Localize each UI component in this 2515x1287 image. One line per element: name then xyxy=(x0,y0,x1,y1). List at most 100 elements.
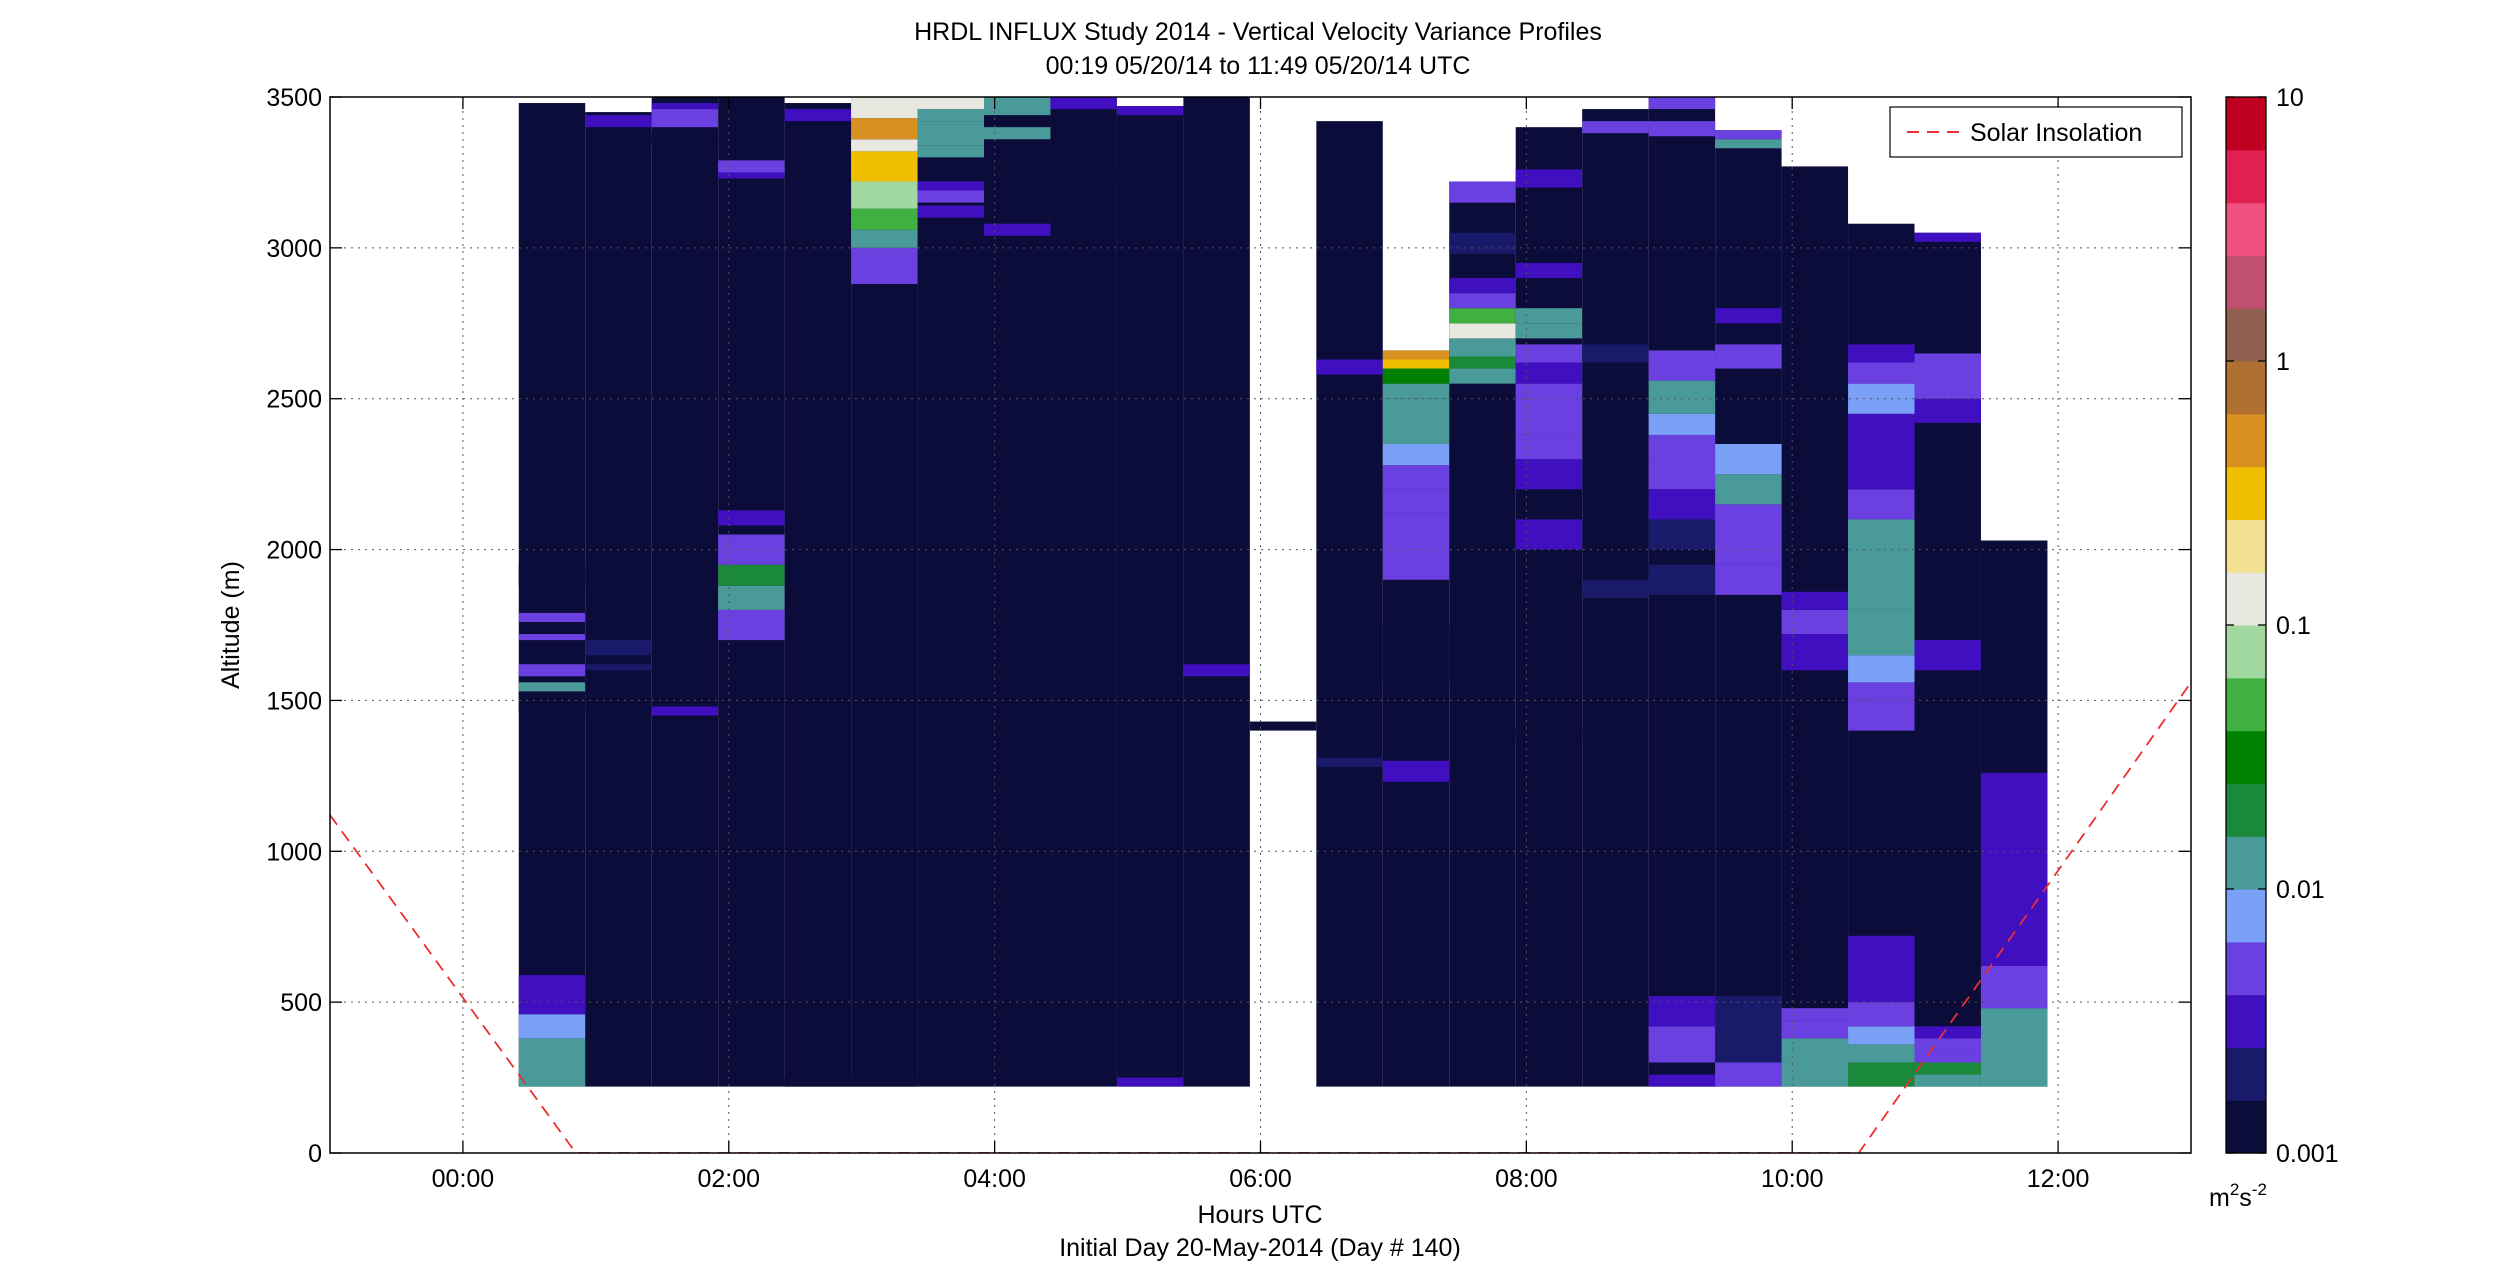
variance-cell xyxy=(917,205,985,218)
variance-cell xyxy=(1914,368,1981,399)
variance-cell xyxy=(1914,398,1981,423)
legend-label-solar-insolation: Solar Insolation xyxy=(1970,119,2142,147)
variance-cell xyxy=(651,133,719,146)
colorbar-segment xyxy=(2226,519,2266,573)
colorbar-unit: m2s-2 xyxy=(2209,1180,2267,1212)
variance-cell xyxy=(718,169,785,179)
variance-cell xyxy=(1715,996,1782,1063)
variance-cell xyxy=(518,664,586,677)
variance-cell xyxy=(718,628,785,641)
y-axis-label: Altitude (m) xyxy=(217,561,245,689)
profile-column xyxy=(1050,97,1117,1087)
variance-cell xyxy=(917,190,985,203)
variance-cell xyxy=(1515,344,1583,363)
variance-cell xyxy=(1715,564,1782,595)
variance-cell xyxy=(1515,262,1583,279)
variance-cell xyxy=(1914,1074,1981,1087)
variance-cell xyxy=(1648,459,1716,490)
variance-cell xyxy=(1648,380,1716,414)
solar-insolation-line xyxy=(330,681,2191,1153)
variance-cell xyxy=(518,682,586,692)
variance-cell xyxy=(585,115,652,128)
variance-cell xyxy=(1648,564,1716,595)
variance-cell xyxy=(1515,383,1583,435)
y-tick-label: 1500 xyxy=(266,687,322,715)
variance-cell xyxy=(984,223,1051,236)
x-tick-label: 00:00 xyxy=(432,1165,495,1193)
variance-cell xyxy=(1382,489,1450,514)
profile-column xyxy=(1183,97,1250,1087)
variance-cell xyxy=(1382,534,1450,580)
variance-cell xyxy=(851,229,918,248)
variance-cell xyxy=(718,564,785,586)
variance-cell xyxy=(1914,640,1981,671)
variance-cell xyxy=(1980,1062,2048,1087)
colorbar-tick-label: 0.1 xyxy=(2276,612,2311,640)
colorbar-segment xyxy=(2226,255,2266,309)
variance-cell xyxy=(1648,489,1716,520)
variance-cell xyxy=(917,181,985,191)
variance-cell xyxy=(1781,609,1849,622)
variance-cell xyxy=(1848,682,1915,701)
variance-cell xyxy=(1848,1002,1915,1027)
colorbar-segment xyxy=(2226,413,2266,468)
x-tick-label: 02:00 xyxy=(698,1165,761,1193)
variance-cell xyxy=(718,609,785,629)
variance-cell xyxy=(1648,519,1716,550)
variance-cell xyxy=(1050,169,1117,182)
variance-cell xyxy=(1382,625,1450,686)
variance-cell xyxy=(1382,513,1450,535)
variance-cell xyxy=(1449,338,1516,357)
variance-cell xyxy=(651,103,719,110)
variance-cell xyxy=(1116,106,1184,116)
y-tick-label: 3500 xyxy=(266,84,322,112)
variance-cell xyxy=(1316,757,1383,767)
variance-cell xyxy=(917,145,985,158)
variance-cell xyxy=(1515,323,1583,339)
colorbar-segment xyxy=(2226,149,2266,204)
variance-cell xyxy=(1715,534,1782,565)
variance-cell xyxy=(784,1077,852,1087)
variance-cell xyxy=(1980,984,2048,1009)
variance-cell xyxy=(1848,489,1915,520)
variance-cell xyxy=(851,208,918,230)
colorbar-segment xyxy=(2226,1100,2266,1154)
variance-cell xyxy=(1715,443,1782,475)
variance-cell xyxy=(1914,1050,1981,1063)
variance-cell xyxy=(1449,232,1516,254)
colorbar: 0.001 0.01 0.1 1 10 xyxy=(2225,84,2339,1168)
variance-cell xyxy=(1715,474,1782,505)
variance-cell xyxy=(851,151,918,182)
variance-cell xyxy=(1914,1062,1981,1075)
colorbar-segment xyxy=(2226,308,2266,362)
y-tick-label: 3000 xyxy=(266,235,322,263)
variance-cell xyxy=(1848,609,1915,656)
variance-cell xyxy=(1515,308,1583,324)
colorbar-segment xyxy=(2226,783,2266,837)
variance-cell xyxy=(1781,621,1849,635)
colorbar-segment xyxy=(2226,361,2266,415)
variance-cell xyxy=(917,97,985,110)
x-axis-label: Hours UTC xyxy=(1197,1201,1322,1229)
y-tick-label: 0 xyxy=(308,1140,322,1168)
variance-cell xyxy=(1515,519,1583,550)
variance-cell xyxy=(1183,664,1250,677)
colorbar-segment xyxy=(2226,97,2266,151)
variance-cell xyxy=(851,139,918,152)
variance-cell xyxy=(1515,362,1583,384)
profile-column xyxy=(1316,121,1383,1087)
variance-cell xyxy=(851,181,918,209)
variance-cell xyxy=(984,97,1051,116)
variance-cell xyxy=(984,127,1051,140)
variance-cell xyxy=(651,706,719,716)
variance-cell xyxy=(1382,350,1450,360)
profile-column xyxy=(585,112,652,1087)
variance-cell xyxy=(917,109,985,122)
variance-cell xyxy=(1848,413,1915,490)
variance-cell xyxy=(1715,1062,1782,1087)
variance-cell xyxy=(651,109,719,128)
x-tick-label: 08:00 xyxy=(1495,1165,1558,1193)
variance-cell xyxy=(518,974,586,1015)
colorbar-segment xyxy=(2226,941,2266,996)
